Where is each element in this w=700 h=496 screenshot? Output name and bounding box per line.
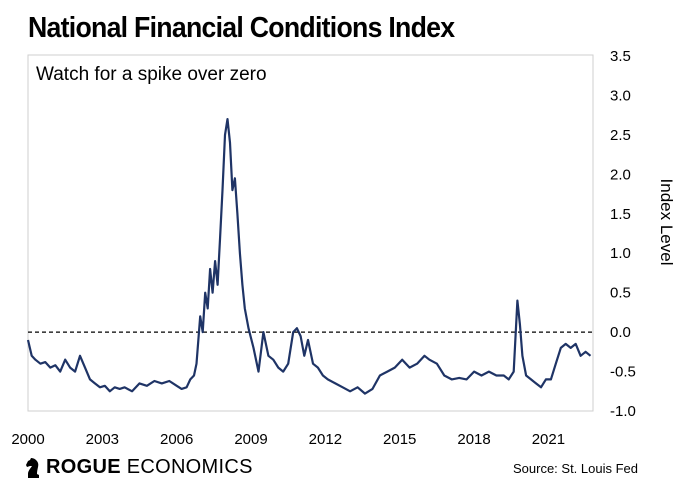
x-tick-label: 2012: [309, 431, 342, 448]
x-tick-label: 2015: [383, 431, 416, 448]
x-tick-label: 2003: [86, 431, 119, 448]
x-tick-label: 2018: [457, 431, 490, 448]
nfci-series-line: [26, 118, 592, 395]
brand-name-bold: ROGUE: [46, 456, 121, 478]
source-note: Source: St. Louis Fed: [512, 461, 638, 476]
y-tick-label: 1.5: [610, 206, 631, 223]
plot-frame: [27, 54, 594, 412]
brand-name: ROGUE ECONOMICS: [46, 456, 253, 479]
y-axis-ticks: 3.5 3.0 2.5 2.0 1.5 1.0 0.5 0.0 -0.5 -1.0: [610, 48, 636, 420]
y-tick-label: 1.0: [610, 245, 631, 262]
knight-chess-piece-icon: [26, 457, 39, 478]
chart-title: National Financial Conditions Index: [28, 12, 455, 44]
brand-logo: ROGUE ECONOMICS: [24, 456, 253, 479]
x-tick-label: 2006: [160, 431, 193, 448]
y-tick-label: 3.0: [610, 87, 631, 104]
y-tick-label: 2.5: [610, 127, 631, 144]
brand-name-regular: ECONOMICS: [120, 456, 253, 478]
y-tick-label: 2.0: [610, 166, 631, 183]
x-axis-ticks: 2000 2003 2006 2009 2012 2015 2018 2021: [11, 431, 565, 448]
y-tick-label: 0.5: [610, 285, 631, 302]
x-tick-label: 2021: [532, 431, 565, 448]
y-tick-label: -1.0: [610, 403, 636, 420]
y-tick-label: 0.0: [610, 324, 631, 341]
y-tick-label: -0.5: [610, 364, 636, 381]
chart-subtitle: Watch for a spike over zero: [36, 64, 267, 85]
y-tick-label: 3.5: [610, 48, 631, 65]
x-tick-label: 2009: [234, 431, 267, 448]
x-tick-label: 2000: [11, 431, 44, 448]
